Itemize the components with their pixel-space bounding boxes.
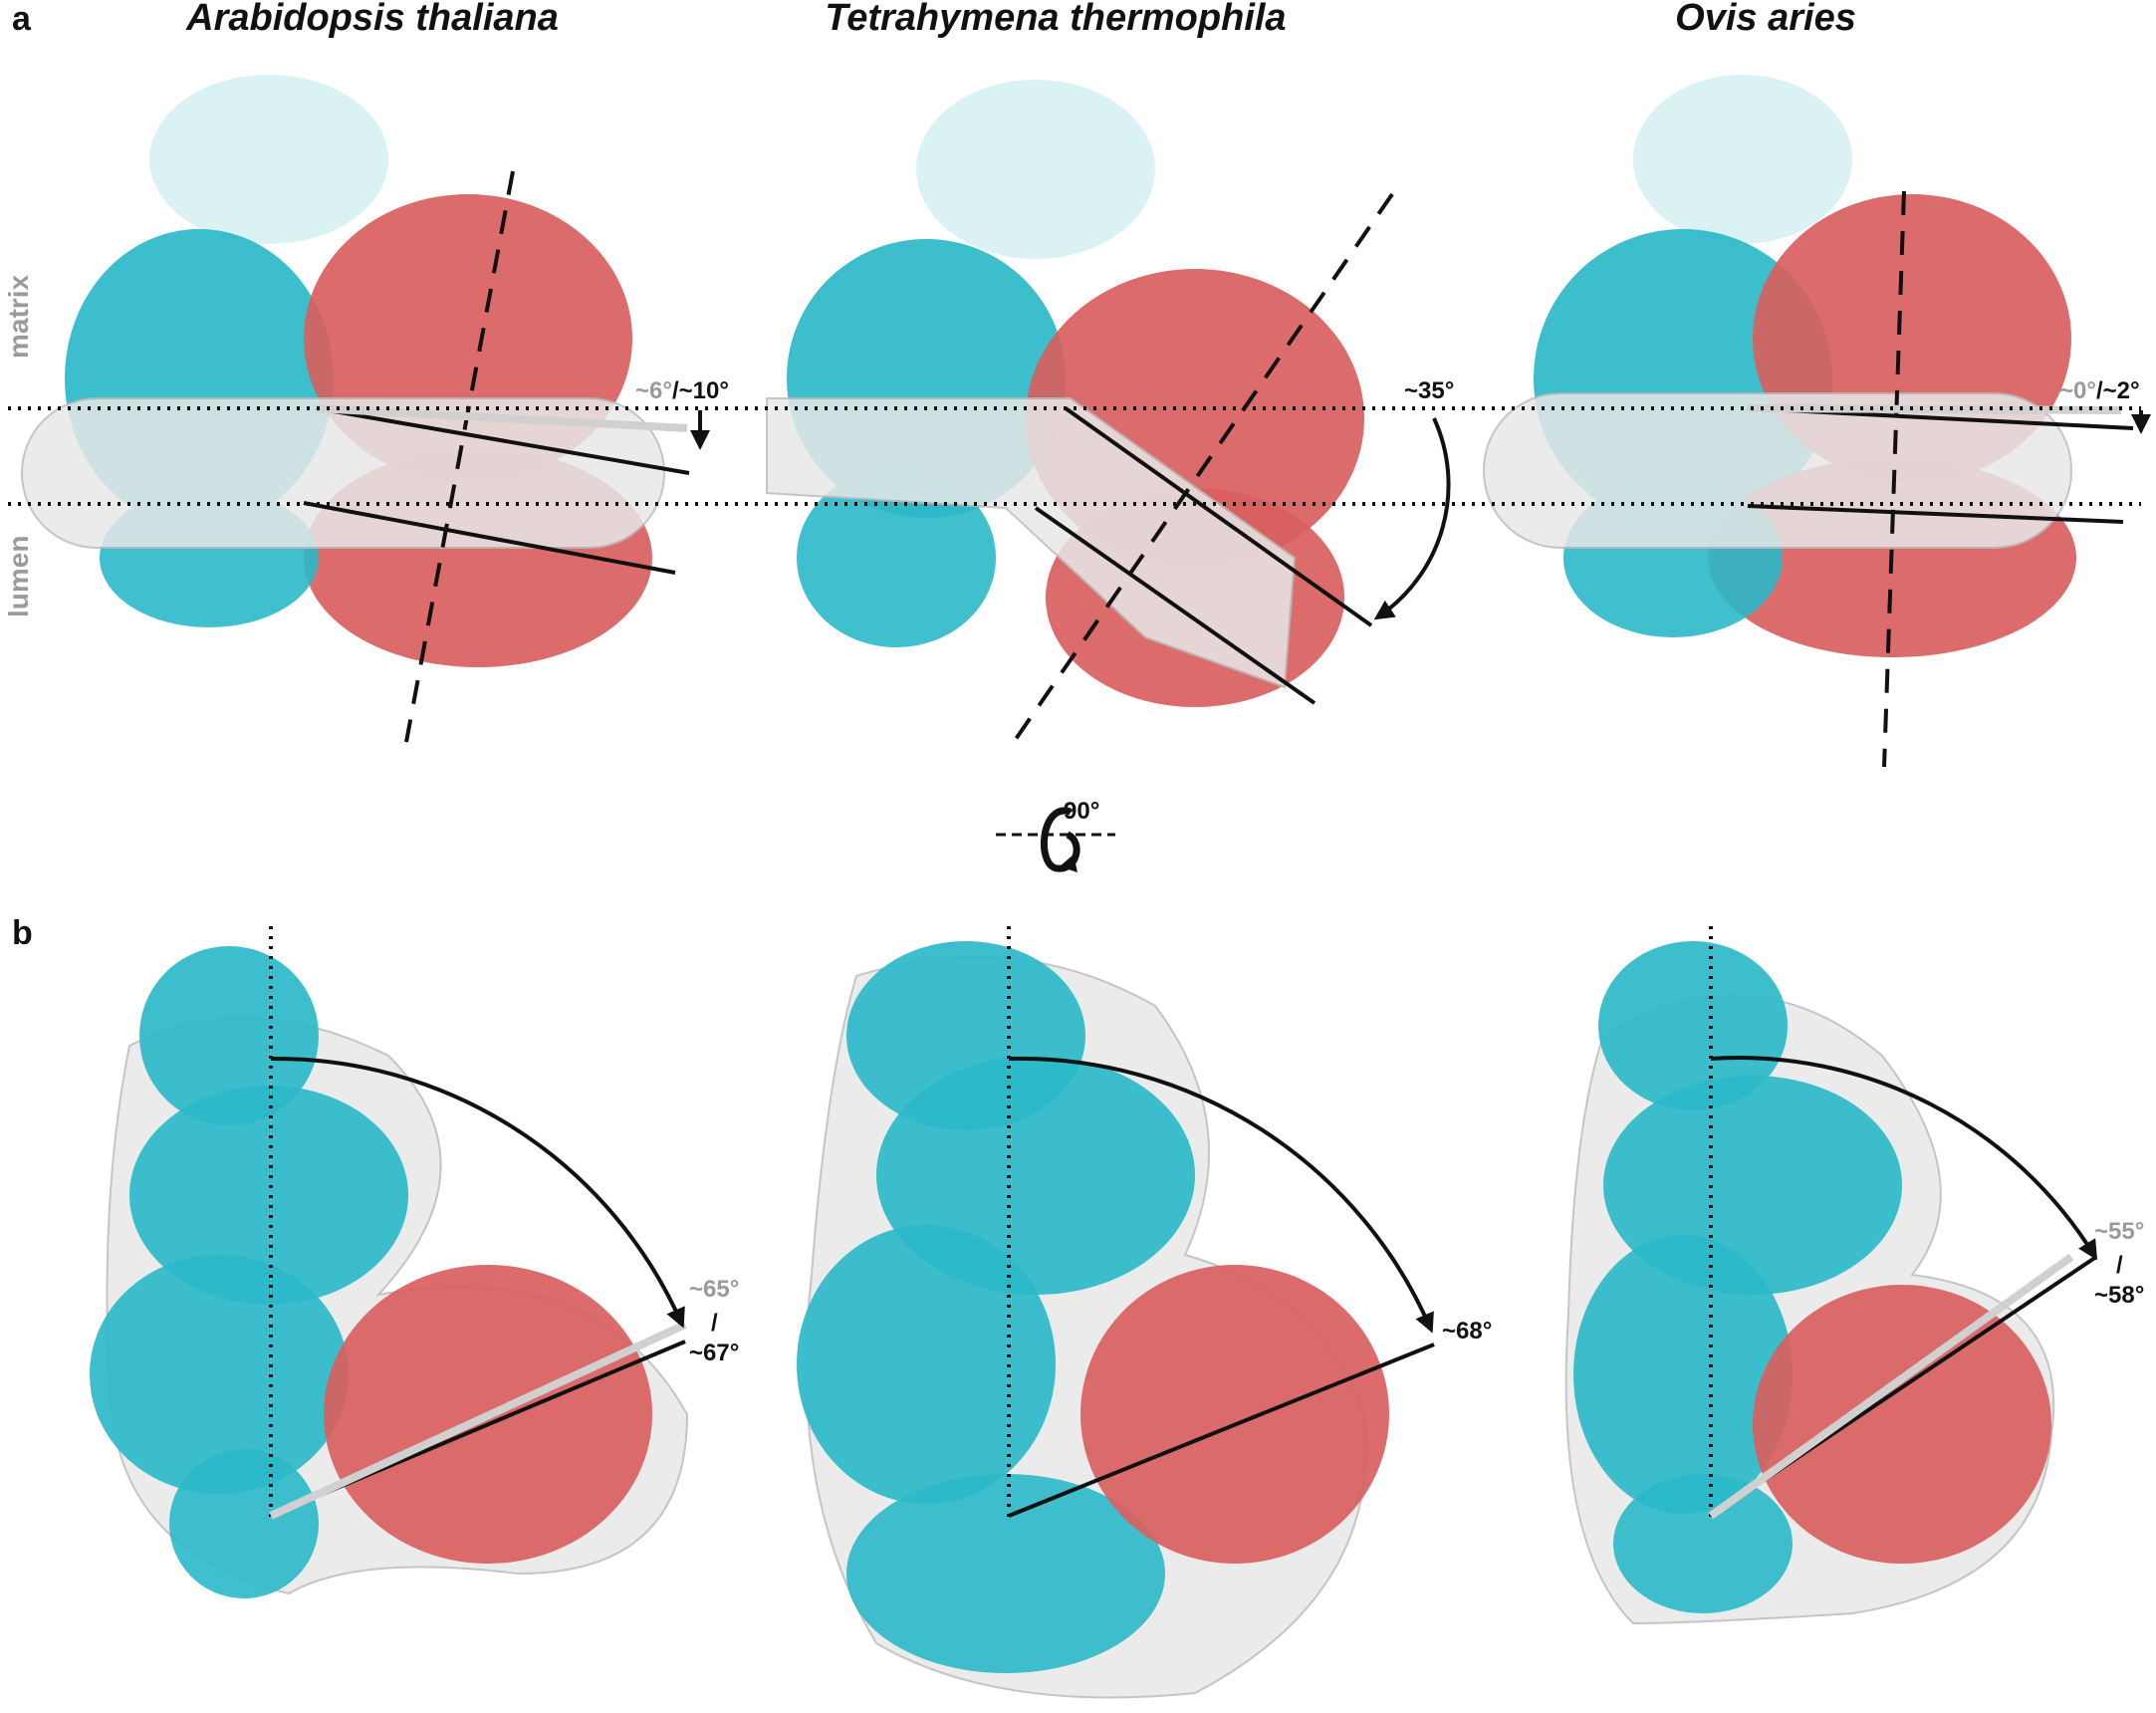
angle-black-tetrahymena-b: ~68°	[1442, 1318, 1492, 1345]
angle-lines-arabidopsis-top	[269, 926, 687, 1520]
angle-black-arabidopsis-b: ~67°	[689, 1340, 739, 1366]
panel-a-letter: a	[12, 0, 32, 38]
structure-arabidopsis-top	[90, 946, 689, 1598]
species-title-arabidopsis: Arabidopsis thaliana	[185, 0, 559, 39]
structure-arabidopsis-side	[21, 75, 665, 667]
angle-lines-ovis	[1747, 190, 2151, 768]
structure-tetrahymena-top	[797, 941, 1389, 1699]
lumen-label: lumen	[3, 536, 34, 617]
angle-sep-ovis-b: /	[2116, 1252, 2123, 1279]
rotation-label: 90°	[1064, 798, 1099, 825]
matrix-label: matrix	[3, 275, 34, 359]
structure-tetrahymena-side	[766, 80, 1364, 707]
angle-label-tetrahymena-a: ~35°	[1404, 377, 1454, 404]
angle-label-ovis-a: ~0°/~2°	[2059, 377, 2140, 404]
angle-label-arabidopsis-a: ~6°/~10°	[635, 377, 729, 404]
species-title-ovis: Ovis aries	[1675, 0, 1856, 39]
angle-grey-ovis-b: ~55°	[2094, 1218, 2144, 1245]
angle-lines-arabidopsis	[303, 170, 710, 743]
angle-black-ovis-b: ~58°	[2094, 1282, 2144, 1309]
angle-grey-arabidopsis-b: ~65°	[689, 1276, 739, 1303]
angle-lines-tetrahymena	[1012, 192, 1451, 744]
panel-b-letter: b	[12, 914, 33, 952]
angle-sep-arabidopsis-b: /	[711, 1310, 718, 1337]
rotation-90-icon	[996, 807, 1115, 872]
species-title-tetrahymena: Tetrahymena thermophila	[825, 0, 1286, 39]
angle-lines-ovis-top	[1708, 926, 2098, 1520]
angle-lines-tetrahymena-top	[1007, 926, 1435, 1519]
structure-ovis-side	[1483, 75, 2076, 657]
structure-ovis-top	[1564, 941, 2055, 1625]
